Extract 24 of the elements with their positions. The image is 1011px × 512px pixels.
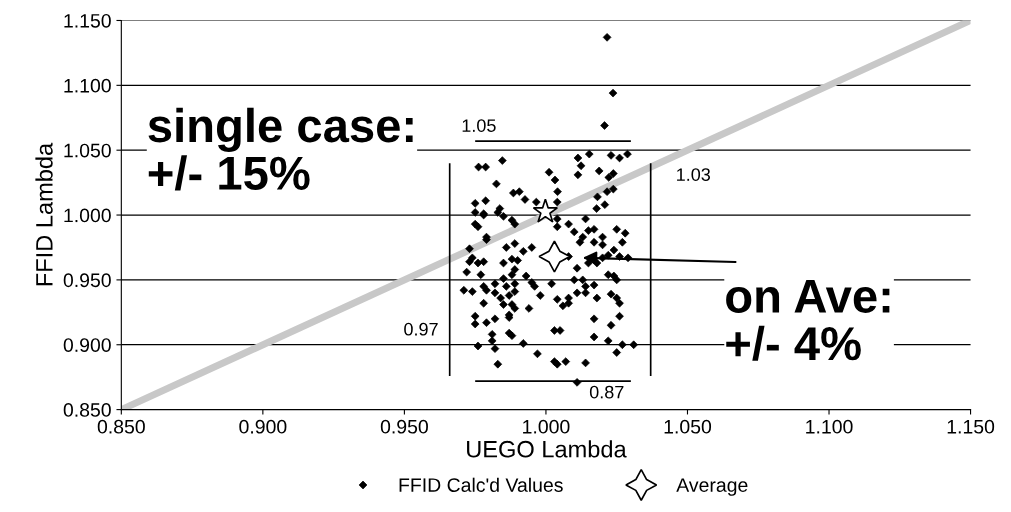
annotation: single case: +/- 15% (148, 107, 413, 191)
y-tick-label: 1.000 (64, 208, 111, 223)
x-tick-label: 1.000 (523, 419, 570, 434)
x-tick-label: 1.050 (664, 419, 712, 434)
y-tick-label: 1.050 (64, 143, 111, 158)
legend-label: Average (676, 478, 748, 496)
y-tick-label: 0.850 (63, 403, 111, 417)
annotation: 1.05 (462, 119, 496, 132)
y-tick-label: 0.900 (63, 338, 111, 352)
x-tick-label: 0.950 (380, 419, 428, 434)
y-tick-label: 1.150 (64, 13, 111, 28)
x-tick-label: 1.150 (947, 419, 995, 434)
y-tick-label: 1.100 (64, 78, 111, 93)
annotation: 0.97 (404, 322, 438, 336)
x-tick-label: 1.100 (806, 419, 853, 434)
x-tick-label: 0.850 (97, 419, 145, 434)
x-tick-label: 0.900 (239, 419, 287, 434)
legend-label: FFID Calc'd Values (399, 477, 563, 492)
x-axis-title: UEGO Lambda (467, 440, 627, 458)
y-tick-label: 0.950 (63, 273, 111, 288)
annotation: 0.87 (589, 385, 624, 399)
annotation: 1.03 (677, 168, 711, 181)
annotation: on Ave: +/- 4% (726, 280, 890, 361)
y-axis-title: FFID Lambda (35, 142, 53, 286)
